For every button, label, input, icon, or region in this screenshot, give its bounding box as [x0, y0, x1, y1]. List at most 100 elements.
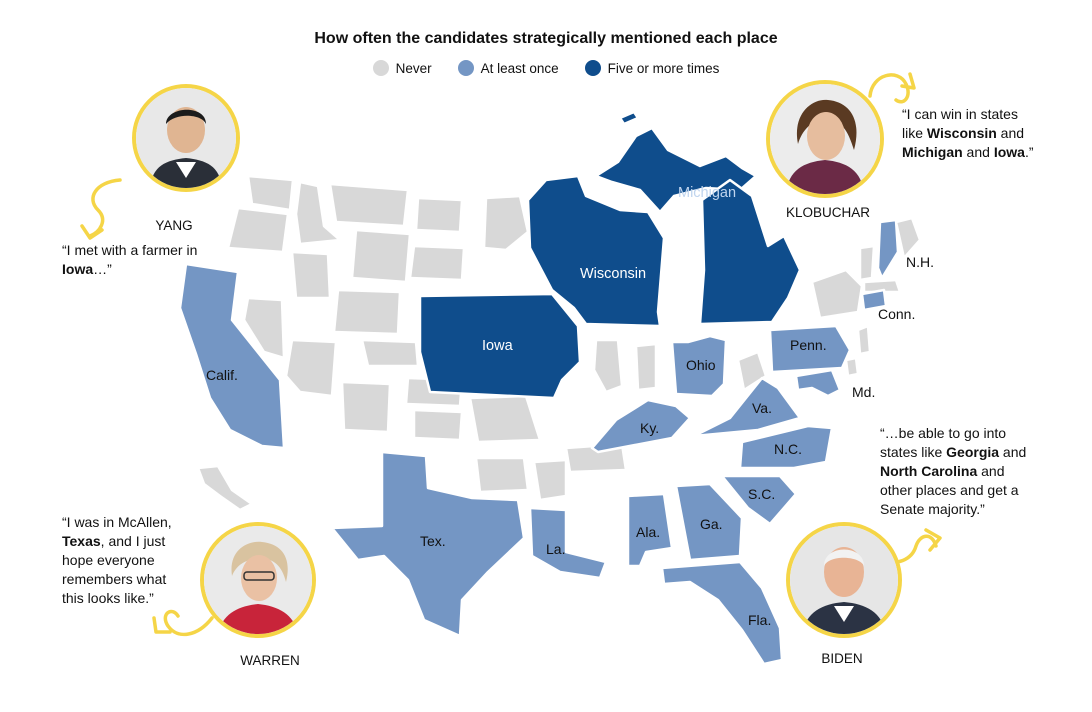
label-wisconsin: Wisconsin: [580, 266, 646, 282]
state-oregon: [226, 206, 290, 254]
klobuchar-quote-text-1: “I can win in states like: [902, 106, 1018, 141]
yang-quote-text: “I met with a farmer in: [62, 242, 198, 258]
label-penn: Penn.: [790, 337, 827, 353]
label-iowa: Iowa: [482, 338, 514, 354]
biden-quote: “…be able to go into states like Georgia…: [880, 424, 1040, 519]
state-colorado: [332, 288, 402, 336]
state-utah: [290, 250, 332, 300]
klobuchar-avatar-icon: [770, 84, 880, 194]
label-ga: Ga.: [700, 516, 723, 532]
state-new-mexico: [340, 380, 392, 434]
once-states: [178, 218, 900, 666]
biden-quote-text-3: and other places and get a Senate majori…: [880, 463, 1019, 517]
state-texas: [330, 450, 526, 638]
legend-item-five: Five or more times: [584, 60, 720, 76]
state-missouri: [468, 394, 542, 444]
state-minnesota: [482, 194, 530, 252]
state-michigan-isle: [618, 110, 640, 126]
yang-portrait: [132, 84, 240, 192]
yang-name: YANG: [155, 218, 193, 233]
warren-arrow-icon: [152, 609, 214, 637]
map-title: How often the candidates strategically m…: [314, 30, 778, 47]
biden-quote-text-1: “…be able to go into states like: [880, 425, 1007, 460]
state-new-york: [810, 268, 864, 320]
state-nebraska: [360, 338, 420, 368]
state-north-dakota: [414, 196, 464, 234]
state-louisiana: [528, 506, 608, 580]
state-connecticut: [860, 288, 888, 312]
state-arkansas: [474, 456, 530, 494]
klobuchar-quote-text-4: .”: [1024, 144, 1034, 160]
label-la: La.: [546, 541, 565, 557]
warren-quote-text-2: , and I just hope everyone remembers wha…: [62, 533, 167, 606]
yang-quote-end: …”: [93, 261, 112, 277]
klobuchar-quote-bold-1: Wisconsin: [926, 125, 997, 141]
biden-portrait: [786, 522, 902, 638]
klobuchar-portrait: [766, 80, 884, 198]
state-arizona: [284, 338, 338, 398]
legend-label-five: Five or more times: [607, 60, 720, 76]
state-indiana: [634, 342, 658, 392]
warren-quote-text-1: “I was in McAllen,: [62, 514, 172, 530]
biden-quote-bold-2: North Carolina: [880, 463, 978, 479]
state-wisconsin: [526, 174, 666, 328]
klobuchar-quote-text-2: and: [996, 125, 1025, 141]
state-ohio: [670, 334, 728, 398]
state-alabama: [626, 492, 674, 568]
klobuchar-quote-bold-2: Michigan: [902, 144, 963, 160]
state-kentucky: [590, 398, 692, 454]
legend: Never At least once Five or more times: [0, 60, 1092, 76]
legend-swatch-five: [584, 60, 601, 76]
state-pennsylvania: [768, 324, 852, 374]
never-states: [196, 174, 922, 512]
biden-quote-text-2: and: [999, 444, 1027, 460]
label-sc: S.C.: [748, 486, 775, 502]
klobuchar-name: KLOBUCHAR: [785, 205, 871, 220]
state-nevada: [242, 296, 286, 360]
yang-quote-bold: Iowa: [62, 261, 94, 277]
yang-quote: “I met with a farmer in Iowa…”: [62, 241, 212, 279]
state-iowa: [418, 292, 582, 400]
state-florida: [660, 560, 784, 666]
legend-label-never: Never: [395, 60, 432, 76]
state-michigan-lower: [698, 178, 802, 326]
state-south-dakota: [408, 244, 466, 282]
state-washington: [246, 174, 295, 212]
state-oklahoma: [412, 408, 464, 442]
label-calif: Calif.: [206, 367, 238, 383]
state-georgia: [674, 482, 744, 562]
warren-quote: “I was in McAllen, Texas, and I just hop…: [62, 513, 190, 608]
state-maryland: [794, 368, 842, 398]
legend-label-once: At least once: [480, 60, 559, 76]
warren-name: WARREN: [240, 653, 300, 668]
biden-avatar-icon: [790, 526, 898, 634]
state-michigan-upper: [594, 126, 758, 214]
five-states: [418, 110, 802, 400]
warren-avatar-icon: [204, 526, 312, 634]
state-north-carolina: [738, 424, 834, 470]
state-hawaii: [196, 464, 254, 512]
legend-swatch-never: [372, 60, 389, 76]
state-delaware: [844, 356, 860, 378]
label-md: Md.: [852, 384, 875, 400]
state-massachusetts: [862, 278, 902, 294]
warren-quote-bold-1: Texas: [62, 533, 101, 549]
state-california: [178, 262, 286, 450]
legend-swatch-once: [457, 60, 474, 76]
state-south-carolina: [720, 474, 798, 526]
state-maine: [894, 216, 922, 260]
label-nh: N.H.: [906, 254, 934, 270]
label-michigan: Michigan: [678, 185, 736, 201]
label-nc: N.C.: [774, 441, 802, 457]
yang-arrow-icon: [80, 178, 122, 240]
legend-item-once: At least once: [457, 60, 559, 76]
state-montana: [328, 182, 410, 228]
klobuchar-quote-bold-3: Iowa: [993, 144, 1025, 160]
state-new-jersey: [856, 324, 872, 356]
klobuchar-arrow-icon: [868, 72, 916, 104]
biden-quote-bold-1: Georgia: [946, 444, 1000, 460]
label-ohio: Ohio: [686, 357, 716, 373]
label-ala: Ala.: [636, 524, 660, 540]
klobuchar-quote: “I can win in states like Wisconsin and …: [902, 105, 1042, 162]
